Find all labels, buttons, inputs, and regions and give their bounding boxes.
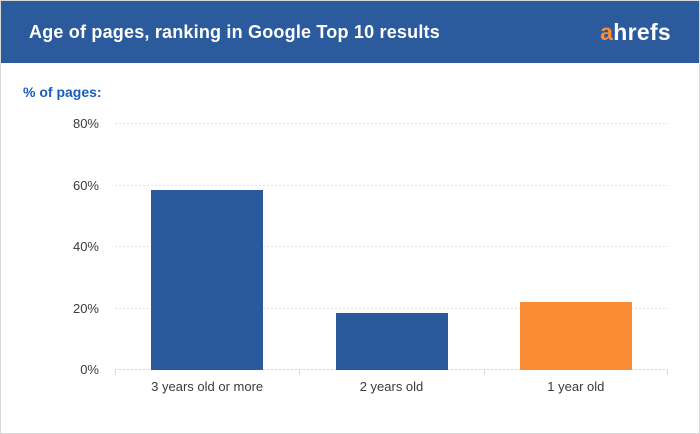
- y-tick-label: 20%: [72, 300, 99, 316]
- plot-area: 0% 20% 40% 60% 80% 3 years old or more 2 years…: [73, 117, 668, 394]
- x-axis-tick: [483, 370, 485, 375]
- logo-text: hrefs: [613, 18, 671, 45]
- x-axis-tick: [115, 370, 116, 375]
- x-axis-tick: [299, 370, 301, 375]
- header-bar: Age of pages, ranking in Google Top 10 r…: [1, 1, 699, 63]
- ahrefs-logo: ahrefs: [600, 19, 671, 46]
- x-tick-label: 1 year old: [547, 379, 605, 394]
- y-tick-label: 80%: [72, 116, 99, 131]
- gridline-80: [115, 123, 668, 124]
- chart-title: Age of pages, ranking in Google Top 10 r…: [29, 21, 440, 42]
- y-tick-label: 60%: [72, 177, 99, 193]
- gridline-20: [115, 307, 668, 309]
- gridline-40: [115, 246, 668, 247]
- x-axis-tick: [667, 370, 668, 375]
- bar-2-years-old: [335, 313, 448, 370]
- gridline-60: [115, 184, 668, 186]
- y-tick-label: 40%: [72, 239, 99, 254]
- bar-3-years-old-or-more: [151, 190, 264, 370]
- y-tick-label: 0%: [80, 362, 99, 377]
- bar-1-year-old: [519, 302, 632, 370]
- y-axis-title: % of pages:: [23, 84, 102, 100]
- x-tick-label: 3 years old or more: [151, 379, 264, 394]
- logo-letter-a: a: [600, 18, 614, 45]
- x-tick-label: 2 years old: [359, 379, 424, 394]
